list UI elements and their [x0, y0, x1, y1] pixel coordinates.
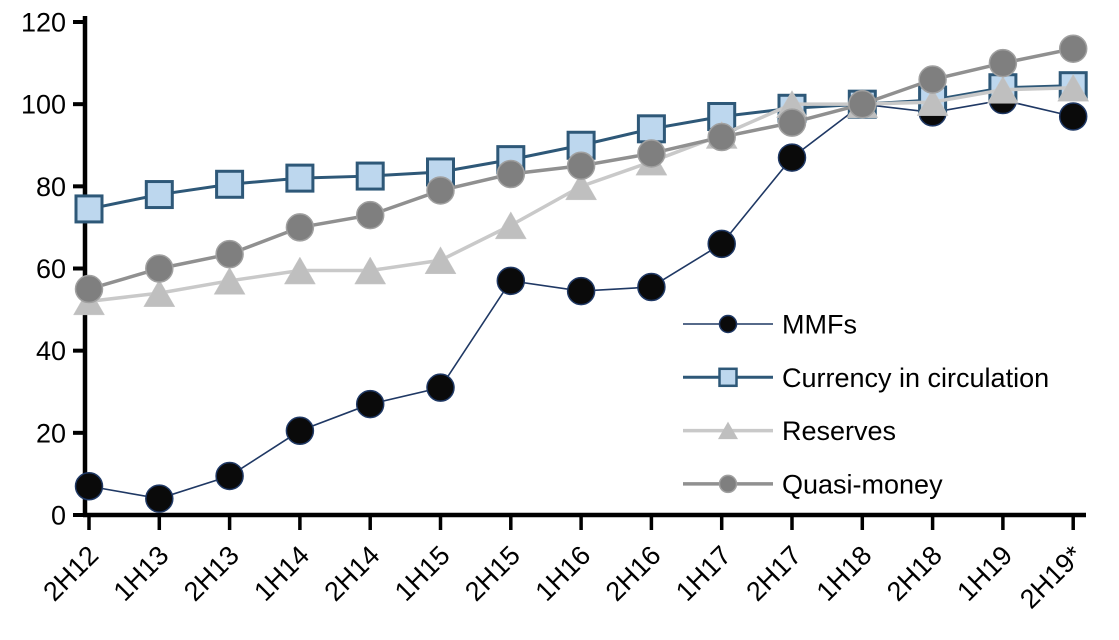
series-marker-quasi-money — [1058, 34, 1088, 63]
series-marker-quasi-money — [566, 151, 596, 181]
x-tick-label: 1H15 — [389, 540, 456, 607]
series-marker-mmfs — [566, 276, 596, 306]
x-tick-label: 2H19* — [1014, 540, 1089, 615]
series-marker-mmfs — [426, 373, 455, 402]
x-tick-label: 2H18 — [881, 540, 948, 607]
y-tick-label: 100 — [21, 90, 66, 120]
legend-item-quasi-money: Quasi-money — [683, 469, 943, 499]
y-tick-label: 60 — [36, 254, 66, 284]
legend-label-mmfs: MMFs — [782, 310, 857, 340]
series-marker-reserves — [143, 279, 176, 307]
series-marker-quasi-money — [285, 213, 315, 242]
series-marker-reserves — [565, 172, 598, 201]
legend-marker-quasi-money — [718, 474, 738, 494]
series-marker-quasi-money — [145, 254, 174, 283]
y-tick-label: 120 — [21, 8, 66, 38]
series-marker-reserves — [213, 266, 246, 295]
series-marker-mmfs — [707, 229, 736, 259]
series-marker-reserves — [1057, 73, 1090, 102]
series-marker-currency-in-circulation — [285, 163, 315, 193]
x-tick-label: 2H13 — [178, 540, 245, 607]
series-marker-quasi-money — [215, 239, 244, 269]
legend-item-mmfs: MMFs — [683, 310, 857, 340]
x-tick-label: 2H14 — [319, 540, 386, 607]
x-tick-label: 1H16 — [529, 540, 596, 607]
series-marker-reserves — [494, 211, 527, 240]
series-marker-quasi-money — [74, 274, 104, 304]
series-marker-quasi-money — [988, 48, 1018, 78]
series-marker-mmfs — [285, 416, 315, 446]
series-marker-currency-in-circulation — [74, 194, 104, 224]
series-marker-mmfs — [215, 461, 244, 491]
series-marker-mmfs — [496, 266, 526, 296]
series-marker-mmfs — [145, 484, 174, 513]
series-marker-quasi-money — [848, 89, 877, 119]
series-marker-quasi-money — [426, 176, 455, 205]
series-marker-quasi-money — [496, 159, 526, 189]
series-marker-reserves — [916, 88, 949, 116]
x-tick-label: 1H13 — [108, 540, 175, 607]
x-tick-label: 1H17 — [670, 540, 737, 607]
series-marker-mmfs — [1058, 102, 1088, 131]
series-marker-quasi-money — [918, 65, 947, 94]
x-tick-label: 2H17 — [740, 540, 807, 607]
series-marker-currency-in-circulation — [215, 169, 245, 199]
series-marker-quasi-money — [637, 139, 666, 168]
series-marker-mmfs — [637, 272, 666, 302]
x-tick-label: 1H14 — [248, 540, 315, 607]
series-marker-reserves — [986, 75, 1019, 104]
series-marker-mmfs — [777, 143, 807, 172]
series-marker-reserves — [354, 256, 387, 285]
x-tick-label: 2H12 — [37, 540, 104, 607]
legend-marker-mmfs — [718, 314, 738, 334]
series-marker-quasi-money — [707, 122, 736, 152]
x-tick-label: 1H18 — [811, 540, 878, 607]
series-marker-currency-in-circulation — [355, 161, 385, 191]
x-tick-label: 1H19 — [951, 540, 1018, 607]
legend-item-currency-in-circulation: Currency in circulation — [683, 363, 1049, 393]
legend-label-currency-in-circulation: Currency in circulation — [782, 363, 1049, 393]
series-marker-reserves — [283, 256, 316, 285]
y-tick-label: 0 — [51, 501, 66, 531]
legend-item-reserves: Reserves — [683, 416, 896, 446]
legend-marker-currency-in-circulation — [718, 367, 738, 388]
x-tick-label: 2H16 — [600, 540, 667, 607]
x-tick-label: 2H15 — [459, 540, 526, 607]
y-tick-label: 80 — [36, 172, 66, 202]
legend-marker-reserves — [718, 421, 738, 440]
series-marker-currency-in-circulation — [636, 114, 666, 144]
y-tick-label: 40 — [36, 336, 66, 366]
legend-label-reserves: Reserves — [782, 416, 896, 446]
series-marker-mmfs — [355, 389, 385, 419]
series-marker-reserves — [424, 246, 457, 275]
legend-label-quasi-money: Quasi-money — [782, 469, 943, 499]
series-marker-quasi-money — [355, 200, 385, 230]
series-marker-currency-in-circulation — [144, 180, 174, 210]
series-marker-quasi-money — [777, 108, 807, 137]
y-tick-label: 20 — [36, 418, 66, 448]
series-marker-mmfs — [74, 471, 104, 501]
